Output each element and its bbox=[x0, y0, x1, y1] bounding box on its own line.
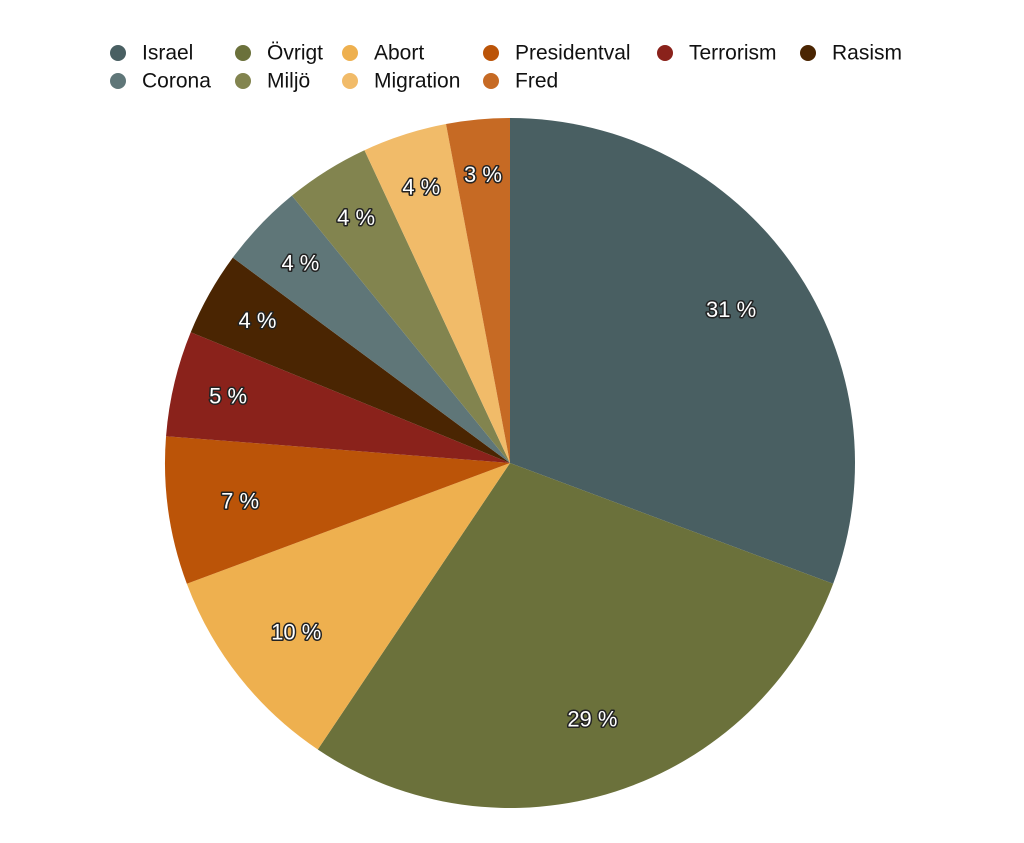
legend-swatch-miljo bbox=[235, 73, 251, 89]
legend-swatch-terrorism bbox=[657, 45, 673, 61]
legend-swatch-ovrigt bbox=[235, 45, 251, 61]
pie-slice-ovrigt bbox=[317, 463, 834, 808]
slice-label-migration: 4 % bbox=[402, 175, 440, 200]
pie-slice-labels: 31 % 29 % 10 % 7 % 5 % 4 % 4 % 4 % 4 % 3 % bbox=[208, 161, 758, 734]
legend-label-migration: Migration bbox=[374, 70, 460, 93]
slice-label-abort: 10 % bbox=[271, 620, 321, 645]
legend-item-miljo: Miljö bbox=[235, 70, 310, 93]
pie-slice-terrorism bbox=[166, 332, 511, 463]
pie-slices bbox=[164, 118, 855, 808]
legend-swatch-abort bbox=[342, 45, 358, 61]
legend-label-israel: Israel bbox=[142, 42, 193, 65]
slice-label-rasism: 4 % bbox=[239, 308, 277, 333]
legend-item-presidentval: Presidentval bbox=[483, 42, 631, 65]
pie-slice-migration bbox=[364, 123, 510, 464]
slice-label-israel: 31 % bbox=[706, 297, 756, 322]
pie-slice-presidentval bbox=[164, 436, 510, 584]
slice-label-presidentval: 7 % bbox=[221, 489, 259, 514]
pie-slice-miljo bbox=[291, 150, 510, 463]
legend-item-rasism: Rasism bbox=[800, 42, 902, 65]
legend-label-fred: Fred bbox=[515, 70, 558, 93]
legend-item-abort: Abort bbox=[342, 42, 424, 65]
slice-label-terrorism: 5 % bbox=[209, 384, 247, 409]
legend-item-corona: Corona bbox=[110, 70, 211, 93]
legend-label-corona: Corona bbox=[142, 70, 211, 93]
legend-swatch-israel bbox=[110, 45, 126, 61]
slice-label-ovrigt: 29 % bbox=[567, 707, 617, 732]
legend-item-israel: Israel bbox=[110, 42, 193, 65]
pie-slice-fred bbox=[445, 118, 510, 463]
pie-slice-abort bbox=[186, 463, 510, 750]
legend-item-terrorism: Terrorism bbox=[657, 42, 777, 65]
legend-label-presidentval: Presidentval bbox=[515, 42, 631, 65]
legend-label-abort: Abort bbox=[374, 42, 424, 65]
legend-swatch-fred bbox=[483, 73, 499, 89]
slice-label-fred: 3 % bbox=[464, 162, 502, 187]
legend-item-migration: Migration bbox=[342, 70, 460, 93]
pie-slice-israel bbox=[510, 118, 855, 584]
legend-item-ovrigt: Övrigt bbox=[235, 42, 323, 65]
legend-label-miljo: Miljö bbox=[267, 70, 310, 93]
legend-label-terrorism: Terrorism bbox=[689, 42, 777, 65]
legend-swatch-presidentval bbox=[483, 45, 499, 61]
slice-label-miljo: 4 % bbox=[337, 205, 375, 230]
legend-swatch-rasism bbox=[800, 45, 816, 61]
legend-label-rasism: Rasism bbox=[832, 42, 902, 65]
legend-label-ovrigt: Övrigt bbox=[267, 42, 323, 65]
pie-slice-rasism bbox=[190, 257, 510, 463]
legend-item-fred: Fred bbox=[483, 70, 558, 93]
slice-label-corona: 4 % bbox=[281, 250, 319, 275]
legend: Israel Övrigt Abort Presidentval Terrorism Ra… bbox=[110, 42, 902, 93]
pie-slice-corona bbox=[232, 195, 511, 464]
legend-swatch-migration bbox=[342, 73, 358, 89]
legend-swatch-corona bbox=[110, 73, 126, 89]
